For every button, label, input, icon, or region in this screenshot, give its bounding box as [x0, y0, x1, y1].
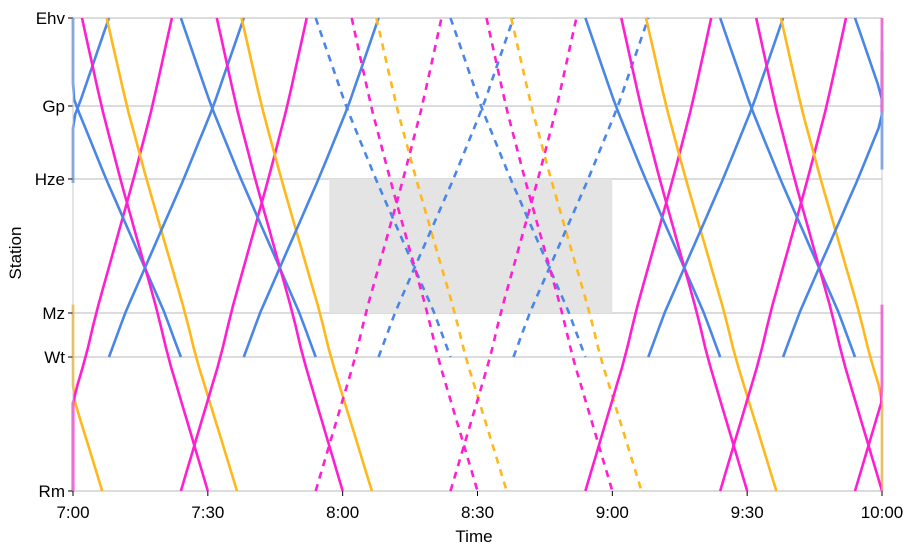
closure-area [329, 179, 613, 313]
intercity-train-line [240, 17, 374, 492]
intercity-train-line [644, 17, 778, 492]
y-tick-label: Gp [42, 97, 65, 116]
intercity-train-line [375, 17, 508, 492]
express-train-line [754, 17, 884, 492]
sprinter-train-line [584, 17, 722, 358]
intercity-train-line [509, 17, 643, 492]
sprinter-train-line [107, 17, 246, 358]
x-tick-label: 8:30 [461, 503, 494, 522]
x-tick-label: 7:00 [56, 503, 89, 522]
x-tick-label: 10:00 [861, 503, 904, 522]
x-tick-label: 9:00 [596, 503, 629, 522]
axes: Time Station Ehv Gp Hze Mz Wt Rm 7:00 7:30 8:00 8… [6, 9, 903, 546]
y-tick-label: Rm [39, 482, 65, 501]
sprinter-train-line [242, 17, 380, 358]
express-train-line [620, 17, 749, 492]
express-train-line [350, 17, 479, 492]
y-tick-label: Hze [35, 170, 65, 189]
express-train-line [179, 17, 308, 492]
y-tick-label: Mz [42, 304, 65, 323]
y-tick-label: Wt [44, 348, 65, 367]
sprinter-train-line [377, 17, 515, 358]
express-train-line [314, 17, 443, 492]
express-train-line [485, 17, 614, 492]
train-lines [71, 17, 884, 492]
x-tick-label: 9:30 [731, 503, 764, 522]
sprinter-train-line [179, 17, 317, 358]
intercity-train-line [71, 304, 104, 492]
sprinter-train-line [512, 17, 650, 358]
x-tick-label: 8:00 [326, 503, 359, 522]
sprinter-train-line [449, 17, 587, 358]
express-train-line [80, 17, 210, 492]
sprinter-train-line [718, 17, 857, 358]
closure-layer [329, 179, 613, 313]
sprinter-train-line [314, 17, 452, 358]
sprinter-train-line [71, 17, 111, 183]
intercity-train-line [105, 17, 239, 492]
express-train-line [584, 17, 713, 492]
sprinter-train-line [853, 17, 884, 170]
express-train-line [449, 17, 578, 492]
y-axis-title: Station [6, 227, 25, 280]
x-tick-label: 7:30 [191, 503, 224, 522]
sprinter-train-line [647, 17, 785, 358]
x-axis-title: Time [455, 527, 492, 546]
y-tick-label: Ehv [36, 9, 66, 28]
express-train-line [215, 17, 344, 492]
express-train-line [718, 17, 848, 492]
express-train-line [853, 304, 884, 492]
